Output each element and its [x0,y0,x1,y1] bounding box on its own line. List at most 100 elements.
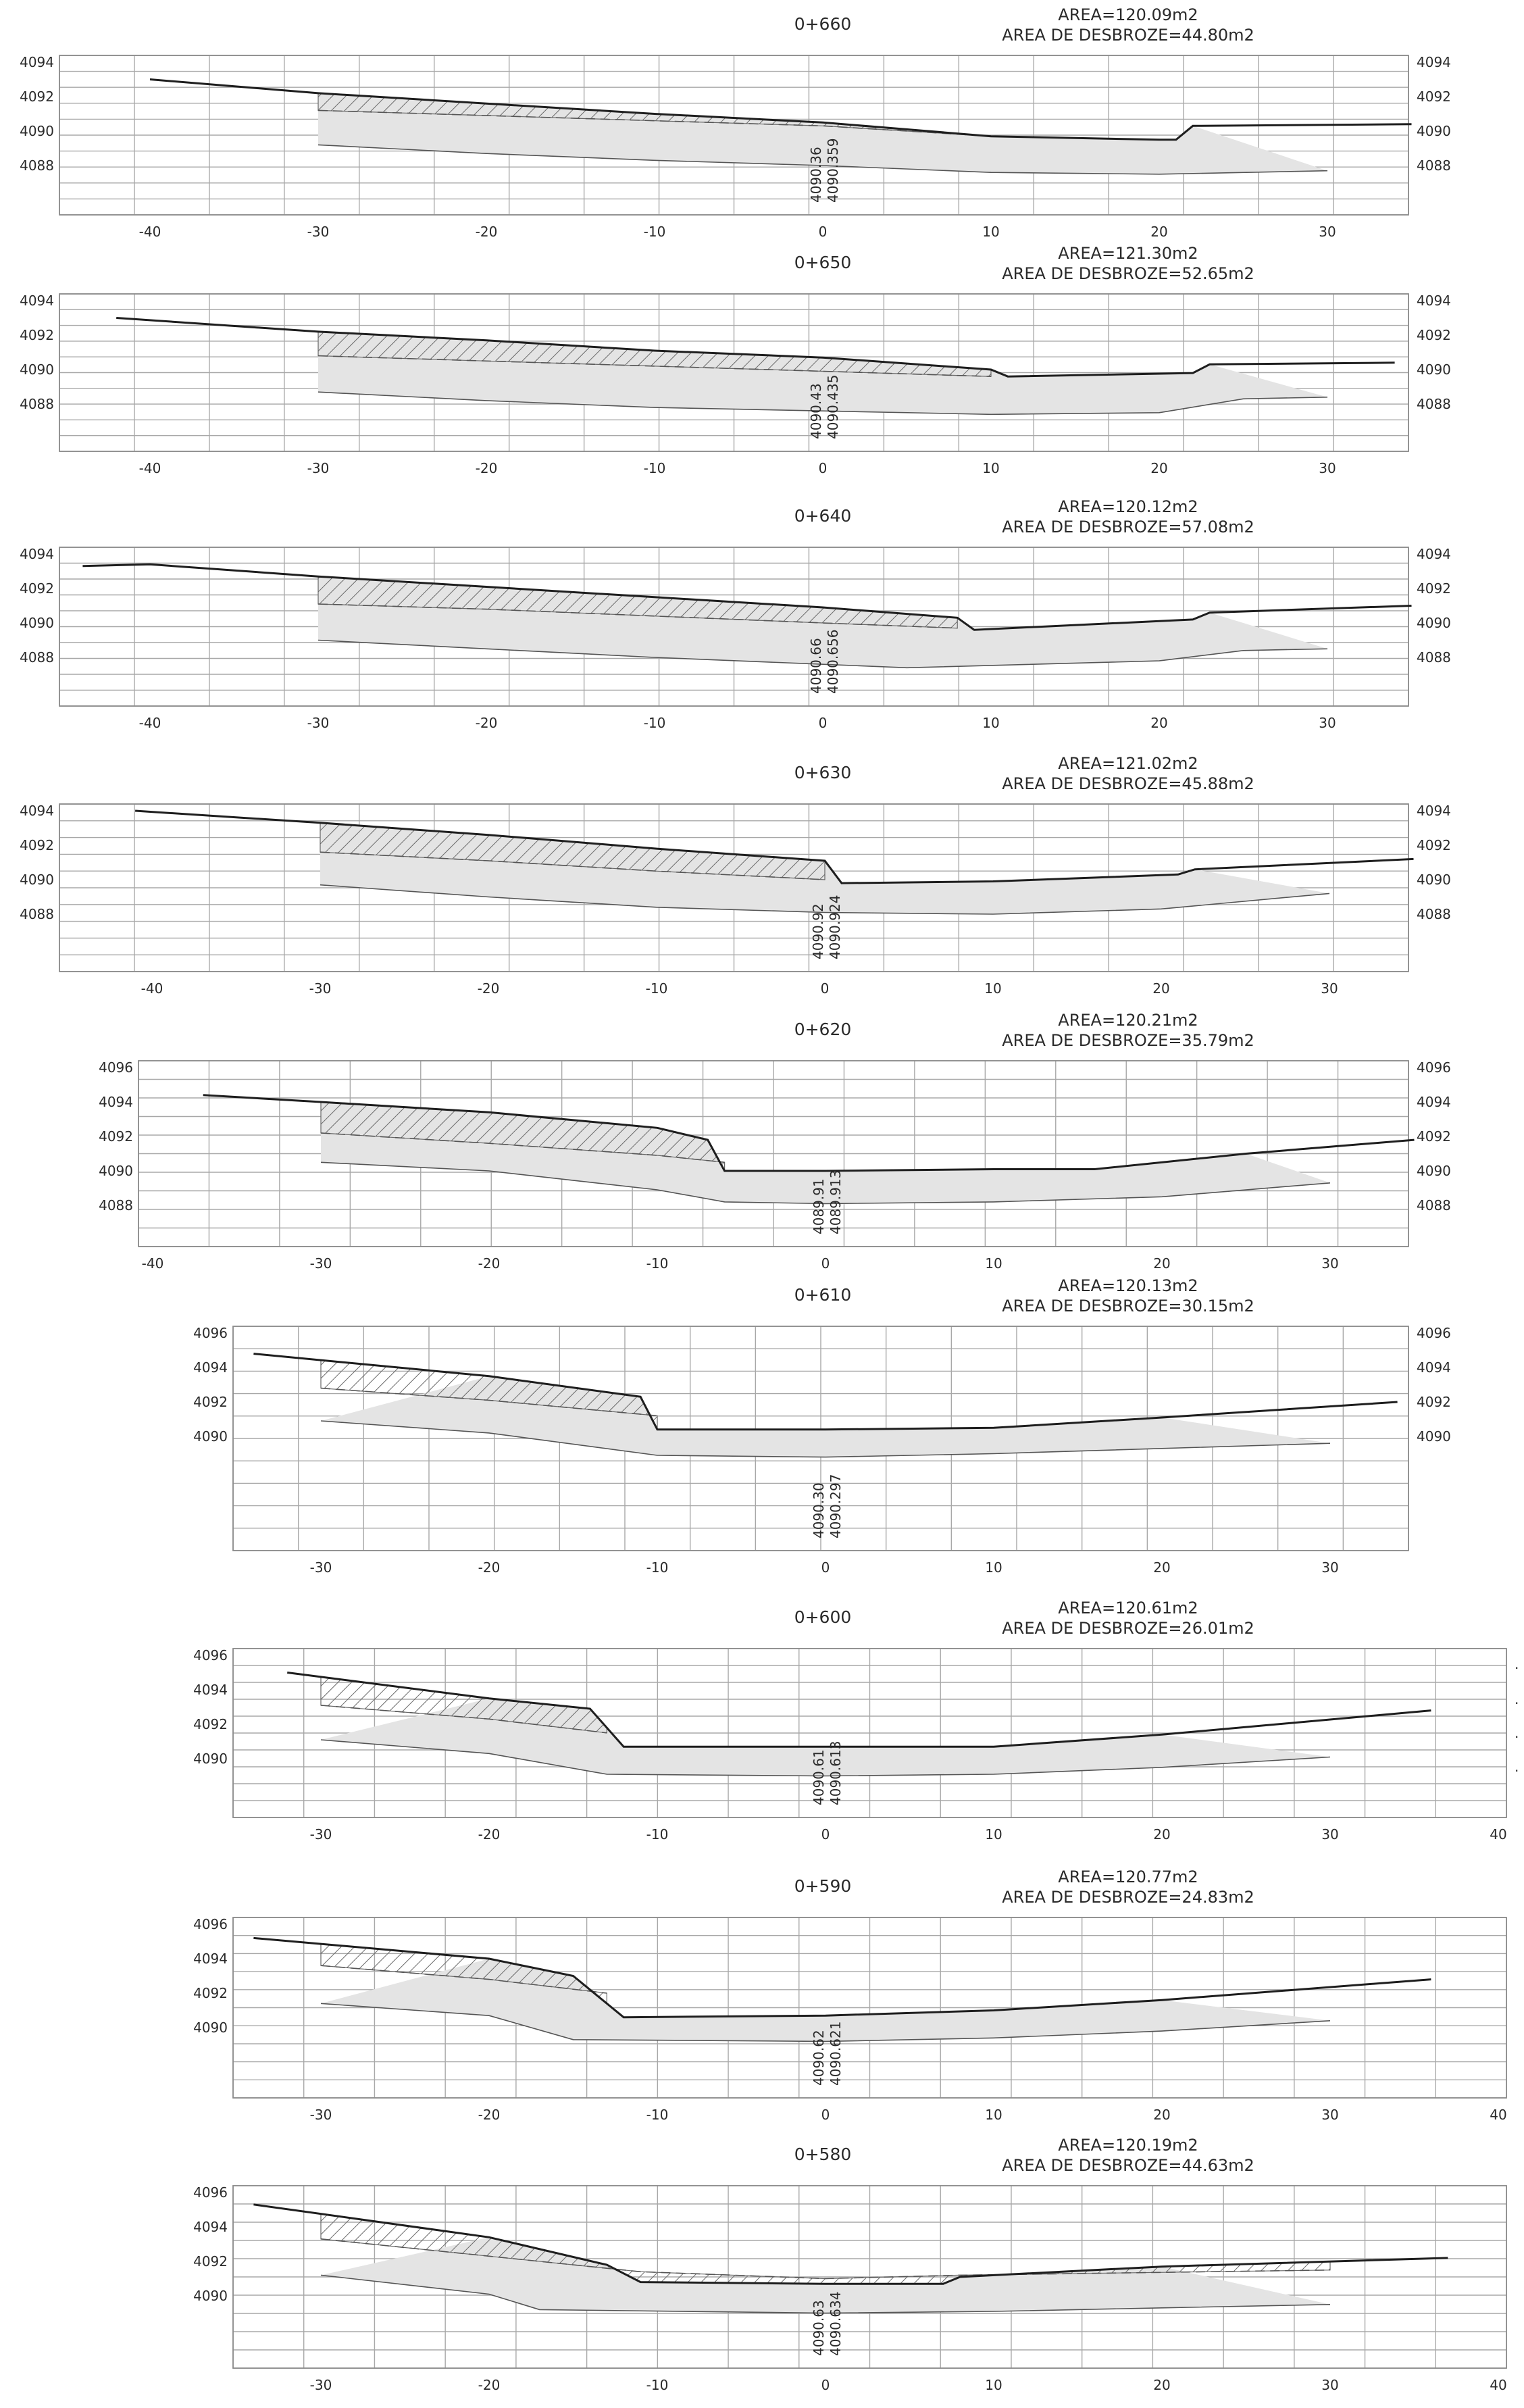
terrain-line [253,1936,1431,2019]
plot-frame [232,1648,1507,1818]
plot-frame [59,293,1409,452]
area-label: AREA=120.09m2 [1058,5,1198,24]
y-tick-label: 4090 [20,123,54,139]
station-label: 0+610 [794,1285,852,1305]
x-tick-label: 40 [1490,1826,1506,1842]
station-label: 0+630 [794,763,852,782]
design-elevation-label: 4090.359 [825,139,841,203]
x-tick-label: -20 [478,980,500,997]
stray-mark: . [1515,1691,1519,1707]
x-tick-label: 40 [1490,2107,1506,2123]
desbroze-label: AREA DE DESBROZE=45.88m2 [1002,774,1254,793]
section-panels: 0+660 AREA=120.09m2 AREA DE DESBROZE=44.80… [20,5,1507,2393]
subgrade-line [320,1161,1331,1205]
plot-frame [59,547,1409,707]
x-tick-label: -40 [142,1255,164,1272]
clearing-line [320,1387,658,1417]
station-label: 0+580 [794,2144,852,2164]
x-tick-label: -40 [139,460,161,476]
desbroze-label: AREA DE DESBROZE=26.01m2 [1002,1619,1254,1638]
x-tick-label: 30 [1321,1826,1338,1842]
y-tick-label-right: 4094 [1417,803,1451,819]
y-tick-label: 4094 [193,1951,228,1967]
y-tick-label: 4090 [20,615,54,631]
x-tick-label: 0 [819,224,828,240]
x-tick-label: -30 [310,1559,332,1576]
design-elevation-label: 4090.621 [828,2022,844,2086]
x-tick-label: 0 [821,2107,830,2123]
y-tick-label-right: 4090 [1417,1428,1451,1445]
y-tick-label-right: 4088 [1417,1197,1451,1213]
plot-frame [138,1060,1409,1247]
design-elevation-label: 4090.435 [825,375,841,439]
desbroze-label: AREA DE DESBROZE=57.08m2 [1002,518,1254,536]
area-label: AREA=120.19m2 [1058,2136,1198,2155]
plot-frame [232,1326,1409,1551]
x-tick-label: 30 [1321,1255,1338,1272]
y-tick-label-right: 4088 [1417,906,1451,922]
desbroze-label: AREA DE DESBROZE=30.15m2 [1002,1297,1254,1315]
x-tick-label: 20 [1150,715,1167,731]
terrain-line [149,78,1412,141]
x-tick-label: -30 [310,1255,332,1272]
y-tick-label-right: 4094 [1417,546,1451,562]
plot-frame [232,2185,1507,2369]
x-tick-label: -30 [309,980,332,997]
x-tick-label: 30 [1321,1559,1338,1576]
y-tick-label-right: 4090 [1417,615,1451,631]
x-tick-label: -30 [307,460,330,476]
stray-mark: . [1515,1759,1519,1775]
y-tick-label-right: 4088 [1417,396,1451,412]
y-tick-label: 4096 [193,1325,228,1341]
x-tick-label: 20 [1153,1826,1170,1842]
desbroze-label: AREA DE DESBROZE=44.63m2 [1002,2156,1254,2175]
desbroze-label: AREA DE DESBROZE=52.65m2 [1002,264,1254,283]
x-tick-label: -30 [310,2107,332,2123]
y-tick-label: 4094 [193,2219,228,2235]
cross-section-panel: 0+590 AREA=120.77m2 AREA DE DESBROZE=24.83… [193,1867,1507,2123]
design-elevation-label: 4090.634 [828,2292,844,2356]
area-label: AREA=120.21m2 [1058,1011,1198,1030]
y-tick-label: 4090 [20,361,54,378]
clearing-line [320,1965,607,1994]
subgrade-line [318,391,1328,416]
x-tick-label: 0 [821,1255,830,1272]
y-tick-label-right: 4088 [1417,649,1451,666]
y-tick-label: 4088 [20,157,54,174]
y-tick-label-right: 4092 [1417,327,1451,343]
earthwork-fill [321,2237,1330,2313]
y-tick-label-right: 4090 [1417,872,1451,888]
design-elevation-label: 4090.924 [827,895,843,959]
y-tick-label: 4088 [20,906,54,922]
y-tick-label-right: 4090 [1417,361,1451,378]
y-tick-label: 4092 [193,1985,228,2001]
station-label: 0+590 [794,1876,852,1896]
x-tick-label: 10 [985,2377,1002,2393]
x-tick-label: -40 [139,715,161,731]
area-label: AREA=120.12m2 [1058,497,1198,516]
plot-frame [59,803,1409,972]
y-tick-label: 4090 [99,1163,133,1179]
station-label: 0+650 [794,253,852,272]
x-tick-label: -10 [644,224,666,240]
station-label: 0+600 [794,1607,852,1627]
y-tick-label: 4092 [20,837,54,853]
x-tick-label: 10 [985,1826,1002,1842]
y-tick-label-right: 4094 [1417,1359,1451,1376]
x-tick-label: 30 [1321,2107,1338,2123]
y-tick-label: 4092 [99,1128,133,1145]
y-tick-label-right: 4092 [1417,837,1451,853]
y-tick-label: 4094 [99,1094,133,1110]
x-tick-label: -10 [646,1559,669,1576]
subgrade-line [320,2274,1331,2314]
y-tick-label: 4090 [193,1751,228,1767]
y-tick-label: 4090 [193,1428,228,1445]
y-tick-label-right: 4092 [1417,580,1451,597]
clearing-line [318,603,958,629]
ground-elevation-label: 4090.43 [808,383,824,439]
area-label: AREA=120.61m2 [1058,1599,1198,1617]
x-tick-label: 10 [984,980,1001,997]
x-tick-label: -10 [644,460,666,476]
